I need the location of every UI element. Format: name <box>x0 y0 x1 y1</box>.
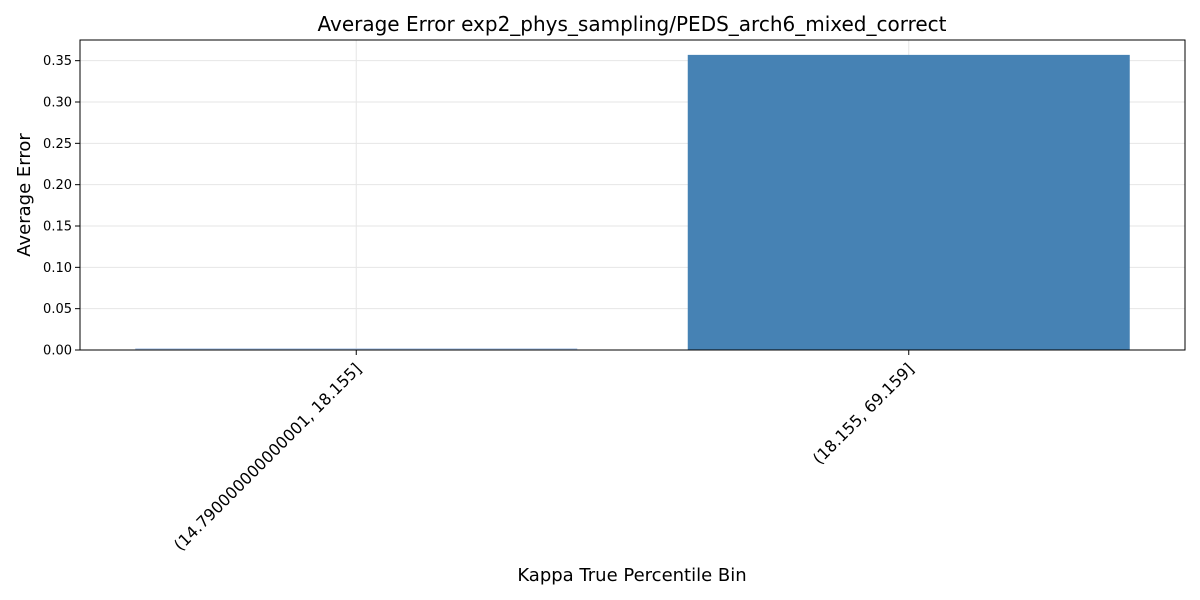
plot-frame <box>79 39 1186 351</box>
y-tick-label: 0.30 <box>43 96 72 111</box>
y-axis-ticks: 0.00 0.05 0.10 0.15 0.20 0.25 0.30 0.35 <box>43 54 80 359</box>
grid-lines <box>80 40 1185 351</box>
bar <box>135 348 578 350</box>
y-tick-label: 0.20 <box>43 178 72 193</box>
x-tick-label: (14.790000000000001, 18.155] <box>170 359 365 554</box>
x-axis-label: Kappa True Percentile Bin <box>517 565 746 586</box>
y-tick-label: 0.15 <box>43 220 72 235</box>
y-tick-label: 0.35 <box>43 54 72 69</box>
y-tick-label: 0.25 <box>43 137 72 152</box>
chart-title: Average Error exp2_phys_sampling/PEDS_ar… <box>317 12 946 36</box>
bars <box>135 54 1130 350</box>
x-tick-label: (18.155, 69.159] <box>809 359 918 468</box>
y-axis-label: Average Error <box>14 133 35 257</box>
y-tick-label: 0.05 <box>43 302 72 317</box>
y-tick-label: 0.00 <box>43 344 72 359</box>
bar <box>687 54 1130 350</box>
x-axis-ticks: (14.790000000000001, 18.155] (18.155, 69.… <box>170 350 918 554</box>
y-tick-label: 0.10 <box>43 261 72 276</box>
